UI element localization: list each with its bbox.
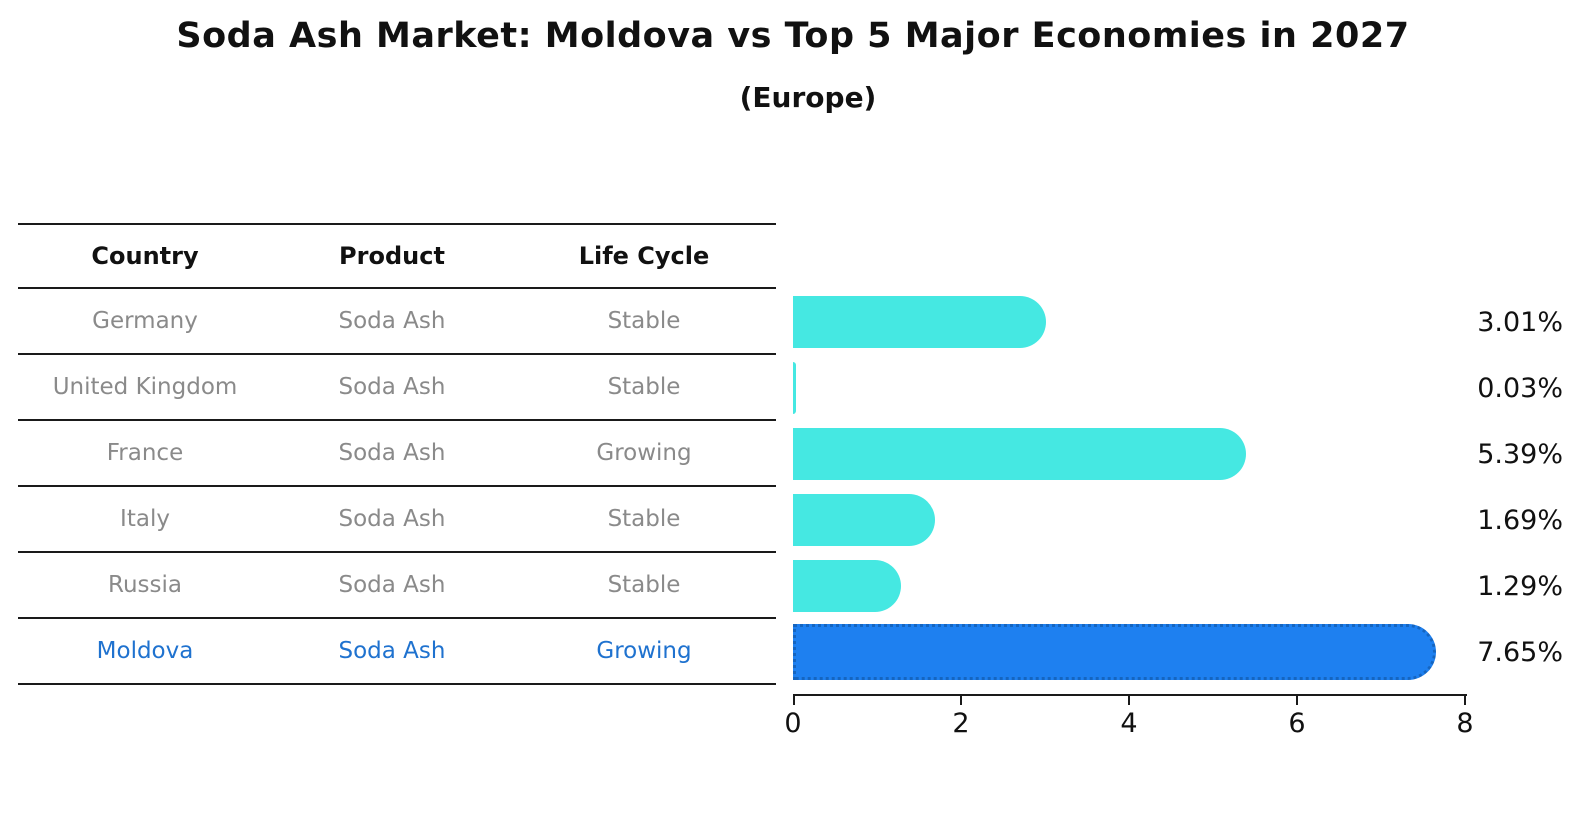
bar-row-germany [793, 289, 1465, 355]
chart-subtitle: (Europe) [739, 81, 877, 114]
bar-france [793, 428, 1246, 480]
x-axis-tick-label-8: 8 [1456, 708, 1474, 739]
table-header-row: Country Product Life Cycle [18, 223, 776, 289]
table-row-moldova: Moldova Soda Ash Growing [18, 619, 776, 685]
bar-italy [793, 494, 935, 546]
product-cell: Soda Ash [338, 638, 446, 664]
country-cell: Germany [92, 308, 198, 334]
bar-row-moldova [793, 619, 1465, 685]
x-axis-tick-4 [1128, 696, 1130, 705]
x-axis-tick-6 [1296, 696, 1298, 705]
table-row-italy: Italy Soda Ash Stable [18, 487, 776, 553]
product-cell: Soda Ash [338, 440, 446, 466]
x-axis-tick-label-2: 2 [952, 708, 970, 739]
life-cycle-cell: Stable [607, 308, 681, 334]
x-axis-tick-label-6: 6 [1288, 708, 1306, 739]
column-header-life-cycle: Life Cycle [578, 242, 710, 270]
bar-row-france [793, 421, 1465, 487]
country-cell: Moldova [96, 638, 194, 664]
x-axis: 0 2 4 6 8 [784, 694, 1474, 739]
bar-united-kingdom [793, 362, 796, 414]
life-cycle-cell: Stable [607, 572, 681, 598]
bar-moldova [793, 624, 1436, 680]
value-label-moldova: 7.65% [1477, 636, 1563, 668]
bar-row-united-kingdom [793, 355, 1465, 421]
table-row-united-kingdom: United Kingdom Soda Ash Stable [18, 355, 776, 421]
country-cell: Russia [108, 572, 182, 598]
chart-title: Soda Ash Market: Moldova vs Top 5 Major … [176, 16, 1410, 56]
life-cycle-cell: Growing [596, 440, 692, 466]
product-cell: Soda Ash [338, 506, 446, 532]
value-label-united-kingdom: 0.03% [1477, 372, 1563, 404]
life-cycle-cell: Growing [596, 638, 692, 664]
x-axis-tick-8 [1464, 696, 1466, 705]
column-header-country: Country [91, 242, 199, 270]
bar-row-italy [793, 487, 1465, 553]
value-label-germany: 3.01% [1477, 306, 1563, 338]
life-cycle-cell: Stable [607, 506, 681, 532]
x-axis-tick-label-4: 4 [1120, 708, 1138, 739]
table-row-russia: Russia Soda Ash Stable [18, 553, 776, 619]
bar-germany [793, 296, 1046, 348]
product-cell: Soda Ash [338, 374, 446, 400]
country-table: Country Product Life Cycle Germany Soda A… [18, 223, 776, 685]
value-label-italy: 1.69% [1477, 504, 1563, 536]
column-header-product: Product [339, 242, 445, 270]
table-body: Germany Soda Ash Stable United Kingdom Soda … [18, 289, 776, 685]
table-row-france: France Soda Ash Growing [18, 421, 776, 487]
product-cell: Soda Ash [338, 572, 446, 598]
bar-row-russia [793, 553, 1465, 619]
x-axis-tick-0 [793, 696, 795, 705]
x-axis-tick-2 [960, 696, 962, 705]
country-cell: Italy [120, 506, 170, 532]
table-row-germany: Germany Soda Ash Stable [18, 289, 776, 355]
value-label-russia: 1.29% [1477, 570, 1563, 602]
product-cell: Soda Ash [338, 308, 446, 334]
value-labels: 3.01% 0.03% 5.39% 1.69% 1.29% 7.65% [1443, 289, 1563, 685]
value-label-france: 5.39% [1477, 438, 1563, 470]
country-cell: United Kingdom [52, 374, 238, 400]
life-cycle-cell: Stable [607, 374, 681, 400]
country-cell: France [106, 440, 184, 466]
bar-russia [793, 560, 901, 612]
x-axis-tick-label-0: 0 [784, 708, 802, 739]
bar-chart [793, 289, 1465, 685]
